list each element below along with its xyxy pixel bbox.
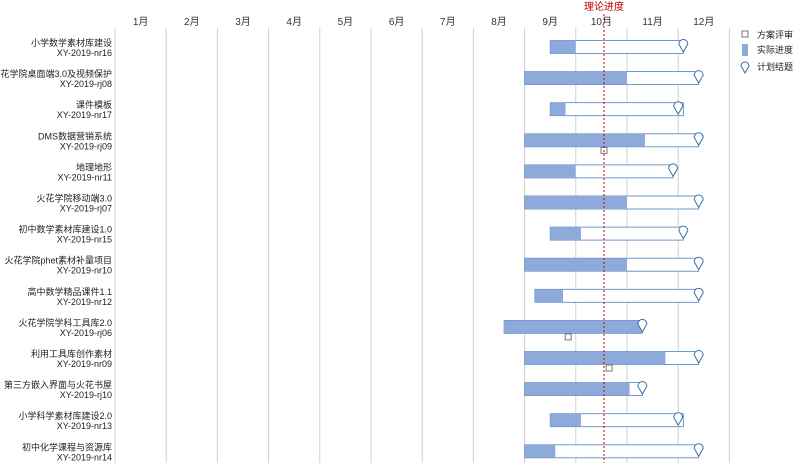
project-name: 高中数学精品课件1.1 bbox=[27, 286, 112, 297]
project-name: 利用工具库创作素材 bbox=[31, 348, 112, 359]
actual-progress-bar bbox=[550, 40, 576, 54]
plan-end-marker bbox=[693, 70, 704, 85]
project-code: XY-2019-rj06 bbox=[60, 328, 112, 338]
project-name: 火花学院phet素材补量项目 bbox=[4, 255, 112, 266]
project-name: 火花学院桌面端3.0及视频保护 bbox=[0, 68, 112, 79]
project-code: XY-2019-nr11 bbox=[57, 172, 112, 182]
actual-progress-bar bbox=[550, 413, 581, 427]
project-name: 第三方嵌入界面与火花书屋 bbox=[4, 379, 112, 390]
actual-progress-bar bbox=[524, 133, 645, 147]
plan-end-marker bbox=[693, 132, 704, 147]
plan-end-marker bbox=[678, 225, 689, 240]
plan-end-marker bbox=[693, 443, 704, 458]
actual-progress-bar bbox=[550, 227, 581, 241]
legend-actual-label: 实际进度 bbox=[757, 44, 793, 55]
plan-end-marker bbox=[637, 318, 648, 333]
month-label: 12月 bbox=[693, 16, 714, 28]
actual-progress-bar bbox=[524, 164, 576, 178]
legend-actual-swatch bbox=[742, 44, 748, 56]
plan-end-marker bbox=[673, 101, 684, 116]
legend-plan-swatch bbox=[740, 61, 750, 75]
month-label: 7月 bbox=[440, 16, 456, 28]
theory-progress-label: 理论进度 bbox=[584, 0, 624, 13]
month-label: 3月 bbox=[235, 16, 251, 28]
actual-progress-bar bbox=[524, 382, 630, 396]
project-name: 小学数学素材库建设 bbox=[31, 37, 112, 48]
project-code: XY-2019-nr15 bbox=[57, 235, 112, 245]
month-label: 8月 bbox=[491, 16, 507, 28]
project-code: XY-2019-rj07 bbox=[60, 204, 112, 214]
project-code: XY-2019-nr09 bbox=[57, 359, 112, 369]
planned-bar bbox=[549, 102, 684, 117]
project-code: XY-2019-nr14 bbox=[57, 452, 112, 462]
actual-progress-bar bbox=[524, 351, 666, 365]
project-name: 课件模板 bbox=[76, 99, 112, 110]
actual-progress-bar bbox=[550, 102, 566, 116]
project-name: 小学科学素材库建设2.0 bbox=[18, 410, 112, 421]
plan-end-marker bbox=[673, 412, 684, 427]
actual-progress-bar bbox=[524, 196, 627, 209]
plan-end-marker bbox=[693, 256, 704, 271]
project-code: XY-2019-nr16 bbox=[57, 48, 112, 58]
actual-progress-bar bbox=[504, 320, 643, 334]
actual-progress-bar bbox=[534, 289, 563, 303]
project-name: 地理地形 bbox=[76, 161, 112, 172]
month-label: 11月 bbox=[642, 16, 662, 28]
review-marker bbox=[605, 364, 613, 372]
plan-end-marker bbox=[668, 163, 679, 178]
plan-end-marker bbox=[693, 287, 704, 302]
project-name: 火花学院学科工具库2.0 bbox=[18, 317, 112, 328]
plan-end-marker bbox=[693, 194, 704, 209]
project-code: XY-2019-nr10 bbox=[57, 266, 112, 276]
project-name: 初中化学课程与资源库 bbox=[22, 441, 112, 452]
plan-end-marker bbox=[678, 39, 689, 54]
project-code: XY-2019-rj09 bbox=[60, 141, 112, 151]
review-marker bbox=[564, 333, 572, 341]
actual-progress-bar bbox=[524, 444, 556, 458]
actual-progress-bar bbox=[524, 71, 627, 85]
project-code: XY-2019-rj10 bbox=[60, 390, 112, 400]
month-label: 4月 bbox=[286, 16, 302, 28]
legend-plan-label: 计划结题 bbox=[757, 61, 793, 72]
project-name: 初中数学素材库建设1.0 bbox=[18, 224, 112, 235]
plan-end-marker bbox=[637, 381, 648, 396]
month-label: 9月 bbox=[542, 16, 558, 28]
actual-progress-bar bbox=[524, 258, 627, 272]
project-name: 火花学院移动端3.0 bbox=[36, 193, 112, 204]
project-name: DMS数据营销系统 bbox=[38, 130, 112, 141]
project-code: XY-2019-nr17 bbox=[57, 110, 112, 120]
month-label: 2月 bbox=[184, 16, 200, 28]
month-label: 10月 bbox=[591, 16, 612, 28]
legend-review-swatch bbox=[741, 30, 749, 38]
project-code: XY-2019-nr12 bbox=[57, 297, 112, 307]
legend-review-label: 方案评审 bbox=[757, 29, 793, 40]
project-code: XY-2019-nr13 bbox=[57, 421, 112, 431]
month-label: 5月 bbox=[338, 16, 354, 28]
month-label: 6月 bbox=[389, 16, 405, 28]
plan-end-marker bbox=[693, 350, 704, 365]
project-code: XY-2019-rj08 bbox=[60, 79, 112, 89]
month-label: 1月 bbox=[133, 16, 149, 28]
